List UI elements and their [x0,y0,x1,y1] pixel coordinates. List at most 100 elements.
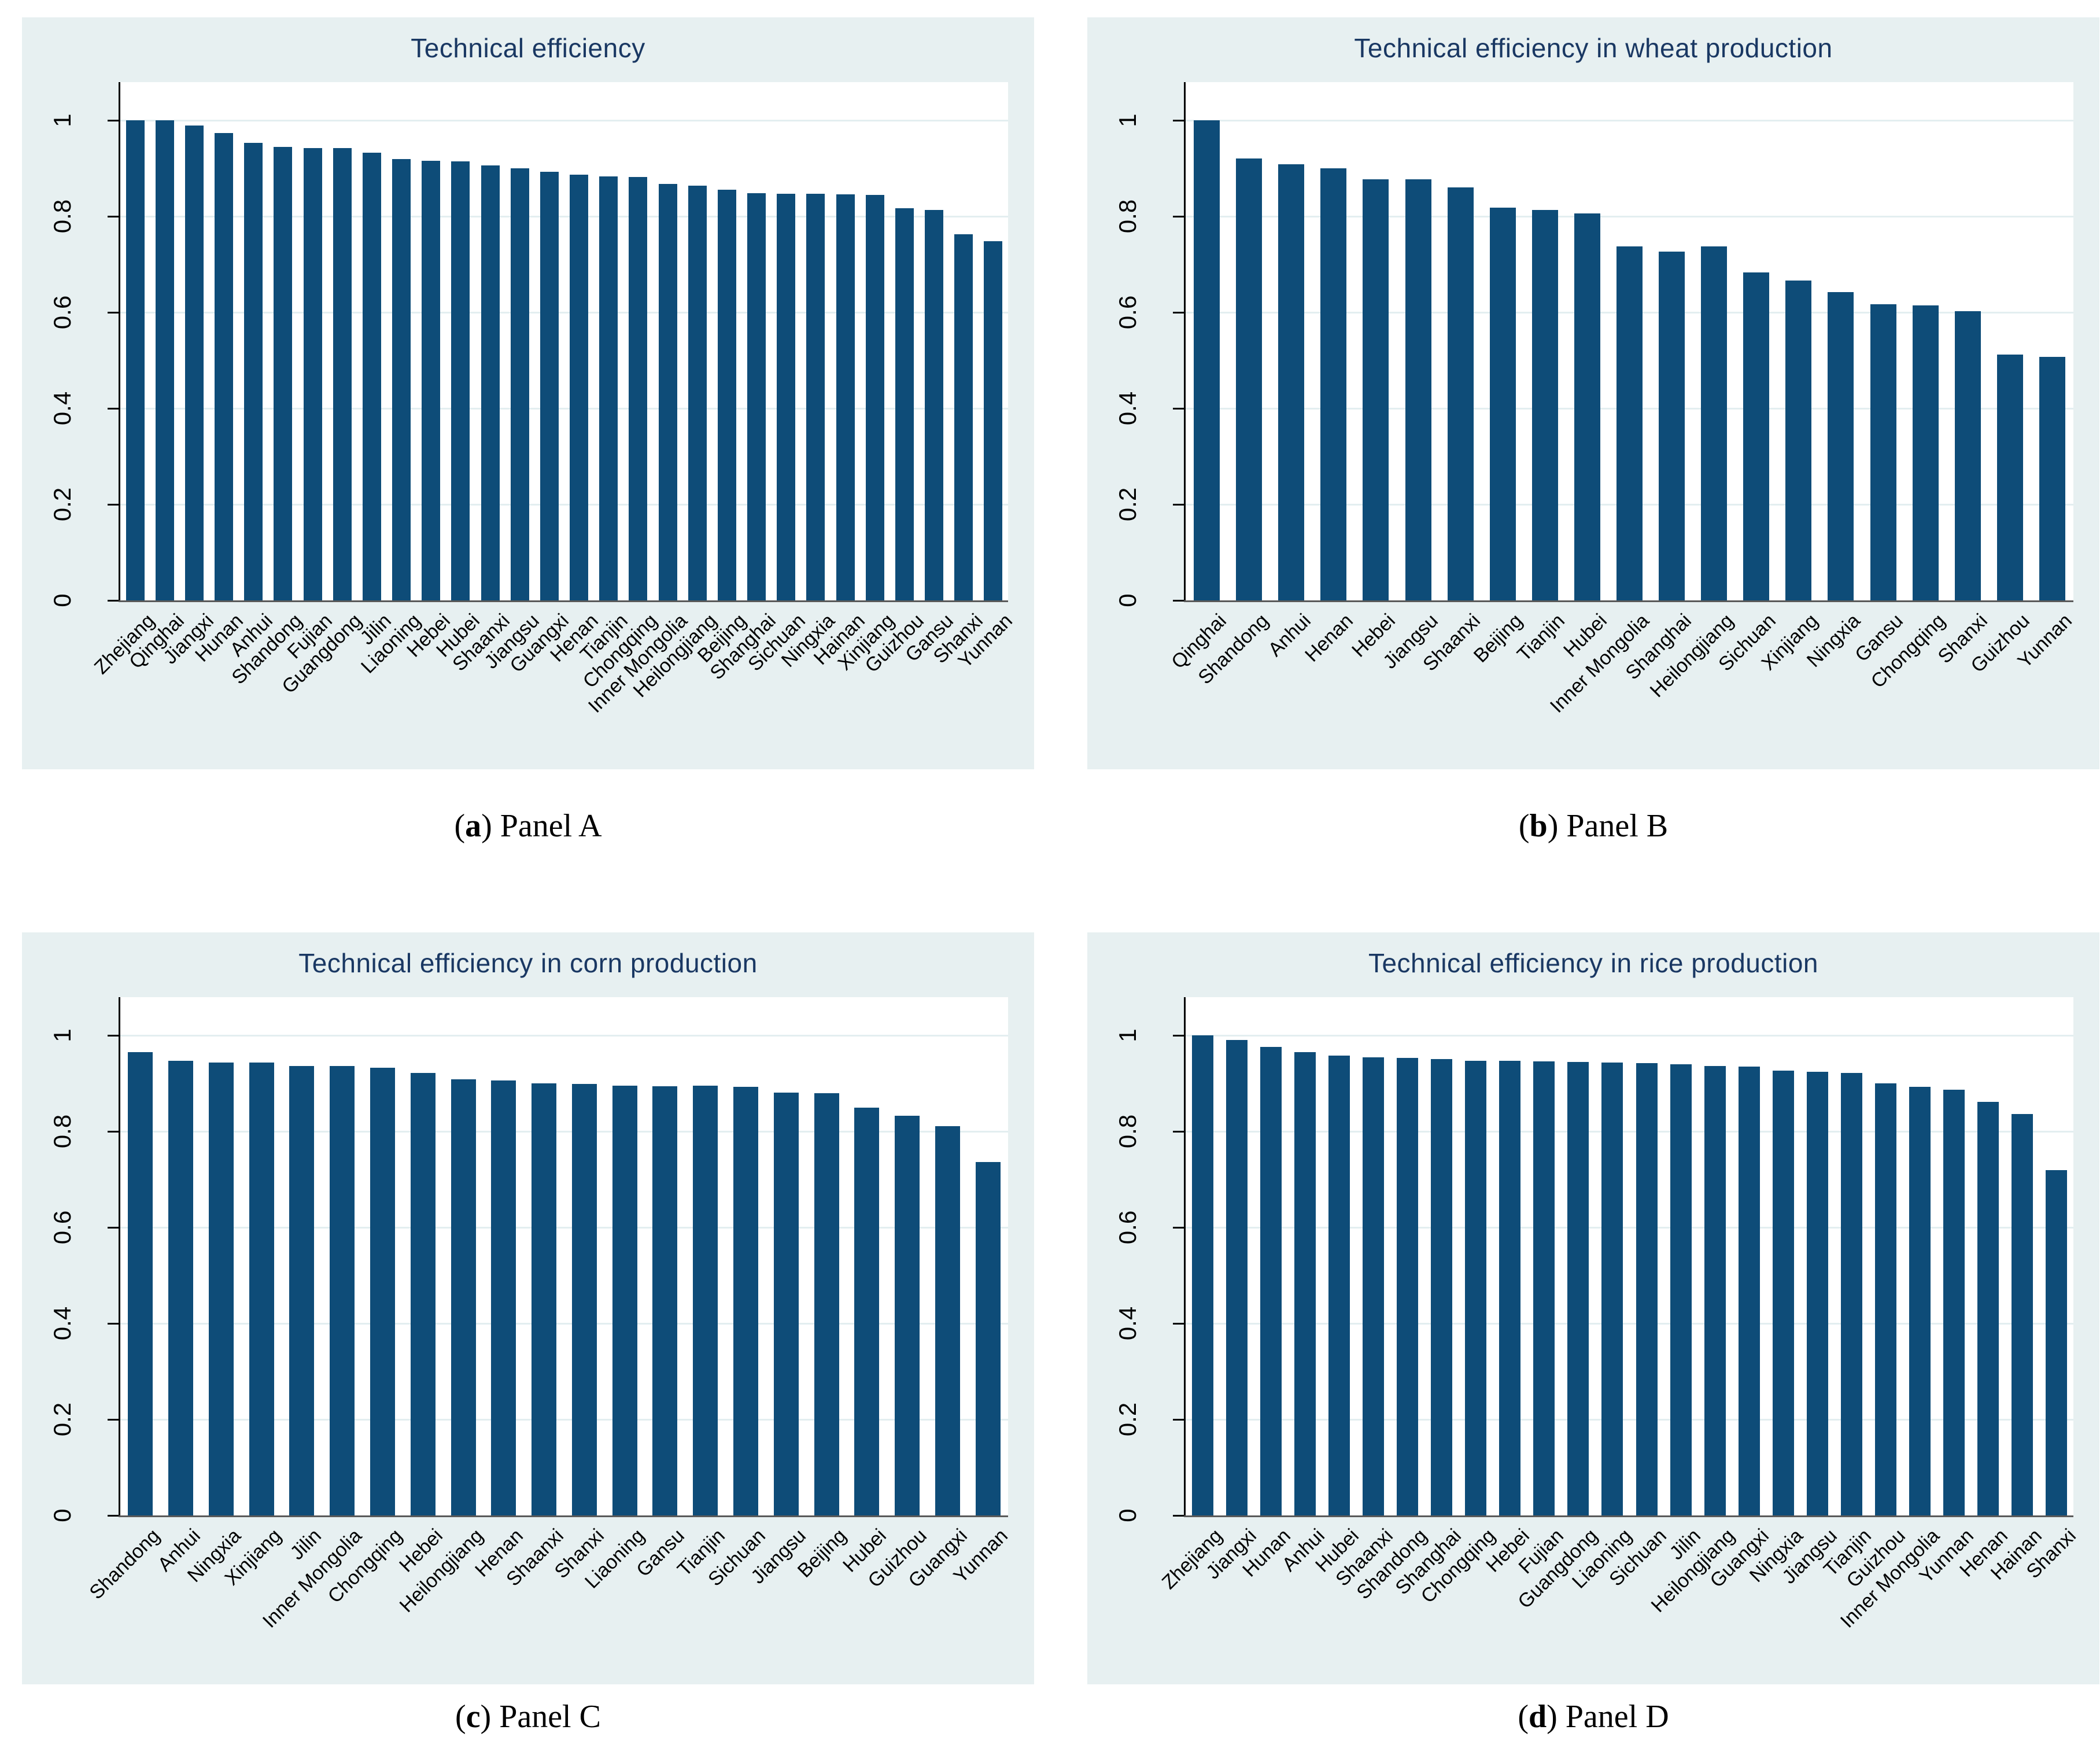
gridline [1186,120,2073,122]
bar [1490,208,1516,600]
caption-paren: ( [1518,1699,1529,1735]
chart-panel-b: Technical efficiency in wheat production… [1087,17,2099,769]
bar [1328,1056,1350,1515]
bar [330,1066,355,1515]
bar [128,1052,153,1515]
bar [209,1063,234,1515]
bar [1194,120,1220,600]
chart-title: Technical efficiency in rice production [1368,948,1819,978]
y-axis-tick [108,216,120,218]
bar [1997,355,2023,600]
caption-panel-d: (d) Panel D [1087,1698,2099,1735]
plot-area [1186,997,2073,1515]
y-tick-label: 0.2 [49,487,76,522]
y-tick-label: 0 [49,593,76,607]
gridline [120,216,1008,218]
bar [481,165,500,600]
gridline [120,1131,1008,1133]
bar [126,120,145,600]
y-tick-label: 0.4 [1114,391,1141,426]
chart-plot-panel-b: 0 0.2 0.4 0.6 0.8 1 Qinghai Shandong Anhui Henan H… [1087,17,2099,769]
y-axis-tick [108,1131,120,1133]
gridline [1186,1323,2073,1325]
bar [215,133,233,600]
bar [1532,210,1558,600]
chart-panel-c: Technical efficiency in corn production … [22,932,1034,1684]
chart-plot-panel-a: 0 0.2 0.4 0.6 0.8 1 Zhejiang Qinghai Jiangxi Huna… [22,17,1034,769]
bar [370,1068,395,1515]
bar [511,168,529,600]
bar [333,148,352,600]
bar [274,147,292,600]
bar [984,241,1002,600]
bar [1739,1067,1760,1515]
chart-plot-panel-d: 0 0.2 0.4 0.6 0.8 1 Zhejiang Jiangxi Hunan Anhui H… [1087,932,2099,1684]
bar [814,1093,839,1515]
bar [570,175,588,600]
bar [1670,1064,1692,1515]
y-axis-tick [108,120,120,122]
bar [304,148,322,600]
bar [747,193,766,600]
bar [411,1073,435,1515]
chart-panel-a: Technical efficiency 0 0.2 0.4 0.6 0.8 1 Zheji… [22,17,1034,769]
y-axis [119,82,120,600]
bar [733,1087,758,1515]
bar [1278,164,1304,600]
bar [1260,1047,1282,1515]
bar [540,172,559,600]
bar [688,186,707,600]
y-tick-label: 0 [1114,593,1141,607]
bar [1701,246,1727,600]
bar [1294,1052,1316,1515]
gridline [1186,1227,2073,1229]
gridline [120,1323,1008,1325]
bar [718,190,736,600]
y-tick-label: 1 [49,113,76,128]
bar [935,1126,960,1515]
bar [363,153,381,600]
y-axis-tick [1173,1131,1186,1133]
bar [244,143,263,600]
bar [1913,305,1939,600]
y-tick-label: 0.2 [1114,1402,1141,1437]
y-axis-tick [108,1035,120,1037]
bar [925,210,943,600]
bar [1226,1040,1248,1515]
y-axis-tick [1173,1323,1186,1325]
bar [1743,272,1769,600]
bar [866,195,884,600]
y-tick-label: 0 [49,1508,76,1522]
y-axis-tick [1173,600,1186,602]
chart-title: Technical efficiency in wheat production [1354,33,1833,63]
bar [289,1066,314,1515]
y-axis-tick [1173,1419,1186,1421]
y-tick-label: 0.6 [49,296,76,330]
y-tick-label: 0.2 [1114,487,1141,522]
gridline [1186,216,2073,218]
y-axis-tick [1173,1515,1186,1517]
bar [1704,1066,1726,1515]
y-axis-tick [1173,312,1186,314]
y-axis-tick [108,504,120,506]
y-axis-tick [108,312,120,314]
y-axis-tick [108,600,120,602]
y-tick-label: 0.4 [1114,1306,1141,1341]
y-tick-label: 0.4 [49,391,76,426]
x-axis [1184,600,2073,602]
bar [1465,1061,1486,1515]
bar [1909,1087,1931,1515]
caption-text: ) Panel D [1547,1699,1669,1735]
caption-panel-c: (c) Panel C [22,1698,1034,1735]
bar [572,1084,597,1515]
bar [1636,1063,1658,1515]
bar [806,194,825,600]
y-axis-tick [108,1227,120,1229]
caption-letter: b [1529,808,1548,844]
bar [854,1108,879,1515]
bar [599,176,618,600]
caption-paren: ( [1518,808,1530,844]
y-axis-tick [108,1323,120,1325]
bar [1567,1062,1589,1515]
